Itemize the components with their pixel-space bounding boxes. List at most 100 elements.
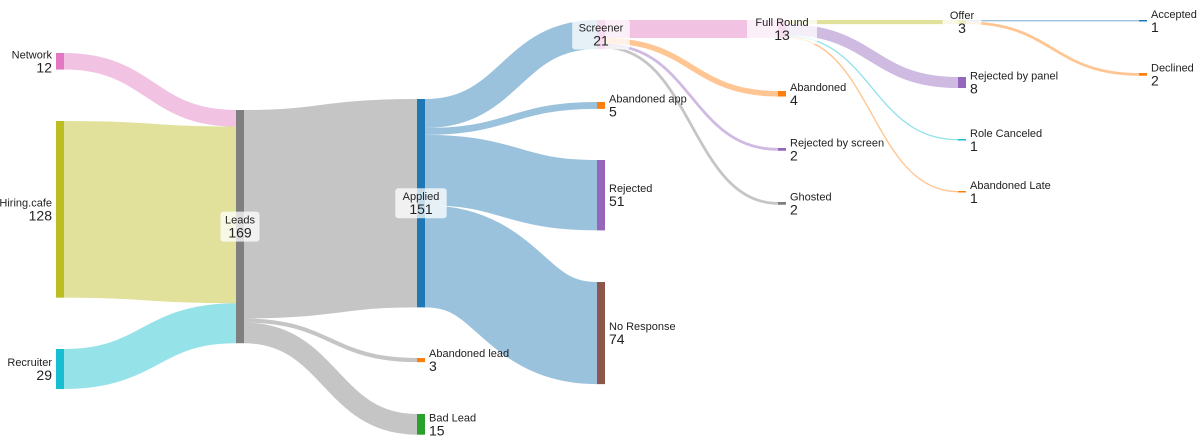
node-value: 1 [1151, 19, 1159, 35]
node-value: 2 [1151, 72, 1159, 88]
node-value: 29 [36, 367, 52, 383]
node-value: 51 [609, 193, 625, 209]
node-name: Recruiter [7, 357, 52, 369]
link-screener-to-abandoned[interactable] [604, 37, 779, 97]
node-value: 1 [970, 138, 978, 154]
node-rejected-by-panel[interactable] [958, 77, 966, 89]
node-value: 1 [970, 190, 978, 206]
node-abandoned[interactable] [778, 91, 786, 97]
node-no-response[interactable] [597, 282, 605, 385]
node-value: 13 [774, 27, 790, 43]
node-value: 4 [790, 92, 798, 108]
link-hiring-cafe-to-leads[interactable] [63, 121, 237, 304]
node-bad-lead[interactable] [417, 414, 425, 435]
link-network-to-leads[interactable] [63, 53, 237, 127]
labels-layer: Network12Hiring.cafe128Recruiter29Leads1… [0, 7, 1197, 438]
node-name: Hiring.cafe [0, 197, 52, 209]
node-name: Full Round [755, 17, 808, 29]
node-name: Abandoned app [609, 93, 687, 105]
node-value: 15 [429, 422, 445, 438]
node-value: 21 [593, 32, 609, 48]
node-rejected-by-screen[interactable] [778, 148, 786, 151]
node-value: 2 [790, 147, 798, 163]
node-name: Abandoned lead [429, 348, 509, 360]
links-layer [63, 19, 1140, 435]
label-background [220, 211, 260, 242]
label-background [395, 188, 447, 219]
node-hiring-cafe[interactable] [56, 121, 64, 298]
node-name: Declined [1151, 62, 1194, 74]
link-screener-to-ghosted[interactable] [604, 46, 779, 205]
node-name: Ghosted [790, 191, 832, 203]
node-name: Rejected by screen [790, 137, 884, 149]
node-name: Applied [403, 191, 440, 203]
node-name: Role Canceled [970, 128, 1042, 140]
node-value: 169 [228, 225, 252, 241]
node-abandoned-late[interactable] [958, 191, 966, 193]
label-background [572, 19, 630, 50]
node-ghosted[interactable] [778, 202, 786, 205]
node-name: Rejected by panel [970, 71, 1058, 83]
node-name: Network [12, 49, 53, 61]
link-leads-to-abandoned-lead[interactable] [243, 318, 418, 363]
link-applied-to-abandoned-app[interactable] [424, 102, 598, 135]
node-declined[interactable] [1139, 73, 1147, 76]
node-value: 2 [790, 201, 798, 217]
node-name: Offer [950, 10, 975, 22]
link-applied-to-no-response[interactable] [422, 205, 600, 385]
label-background [747, 13, 817, 44]
node-value: 12 [36, 59, 52, 75]
link-applied-to-rejected[interactable] [424, 134, 598, 231]
node-name: Leads [225, 215, 255, 227]
node-name: Screener [579, 22, 624, 34]
link-leads-to-applied[interactable] [243, 99, 418, 319]
node-name: Rejected [609, 183, 652, 195]
label-background [942, 7, 982, 38]
link-screener-to-rejected-by-screen[interactable] [604, 43, 779, 151]
node-value: 3 [429, 358, 437, 374]
link-applied-to-screener[interactable] [424, 20, 598, 128]
node-abandoned-lead[interactable] [417, 358, 425, 363]
node-accepted[interactable] [1139, 20, 1147, 22]
node-abandoned-app[interactable] [597, 102, 605, 109]
node-name: No Response [609, 321, 676, 333]
link-recruiter-to-leads[interactable] [63, 303, 237, 390]
node-value: 128 [29, 207, 53, 223]
node-name: Accepted [1151, 9, 1197, 21]
link-leads-to-bad-lead[interactable] [243, 322, 418, 435]
link-offer-to-declined[interactable] [965, 21, 1140, 76]
node-role-canceled[interactable] [958, 139, 966, 141]
node-recruiter[interactable] [56, 349, 64, 390]
node-value: 151 [409, 201, 433, 217]
node-value: 8 [970, 81, 978, 97]
node-network[interactable] [56, 53, 64, 70]
node-name: Abandoned Late [970, 180, 1051, 192]
node-name: Abandoned [790, 82, 846, 94]
node-value: 74 [609, 331, 625, 347]
node-rejected[interactable] [597, 160, 605, 231]
node-value: 3 [958, 20, 966, 36]
link-full-round-to-abandoned-late[interactable] [785, 36, 959, 193]
